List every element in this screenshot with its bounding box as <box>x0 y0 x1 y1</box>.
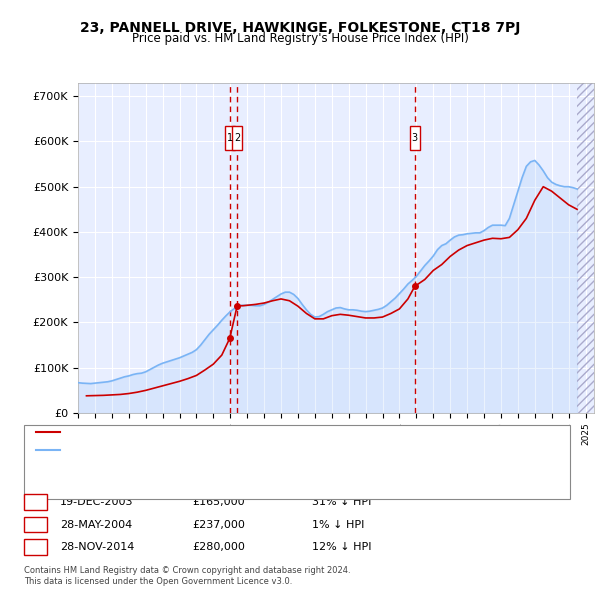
Text: Price paid vs. HM Land Registry's House Price Index (HPI): Price paid vs. HM Land Registry's House … <box>131 32 469 45</box>
Text: 2: 2 <box>234 133 241 143</box>
FancyBboxPatch shape <box>232 126 242 150</box>
Text: 3: 3 <box>32 542 39 552</box>
Text: 1: 1 <box>32 497 39 507</box>
Text: 23, PANNELL DRIVE, HAWKINGE, FOLKESTONE, CT18 7PJ (detached house): 23, PANNELL DRIVE, HAWKINGE, FOLKESTONE,… <box>63 428 427 437</box>
Text: HPI: Average price, detached house, Folkestone and Hythe: HPI: Average price, detached house, Folk… <box>63 445 350 455</box>
Text: 28-MAY-2004: 28-MAY-2004 <box>60 520 132 529</box>
Bar <box>577 83 594 413</box>
Text: £165,000: £165,000 <box>192 497 245 507</box>
Text: This data is licensed under the Open Government Licence v3.0.: This data is licensed under the Open Gov… <box>24 577 292 586</box>
Text: £237,000: £237,000 <box>192 520 245 529</box>
Text: Contains HM Land Registry data © Crown copyright and database right 2024.: Contains HM Land Registry data © Crown c… <box>24 566 350 575</box>
FancyBboxPatch shape <box>224 126 235 150</box>
Text: 1: 1 <box>227 133 233 143</box>
Text: 12% ↓ HPI: 12% ↓ HPI <box>312 542 371 552</box>
Text: 31% ↓ HPI: 31% ↓ HPI <box>312 497 371 507</box>
Text: 23, PANNELL DRIVE, HAWKINGE, FOLKESTONE, CT18 7PJ: 23, PANNELL DRIVE, HAWKINGE, FOLKESTONE,… <box>80 21 520 35</box>
Text: 19-DEC-2003: 19-DEC-2003 <box>60 497 133 507</box>
Text: £280,000: £280,000 <box>192 542 245 552</box>
Text: 28-NOV-2014: 28-NOV-2014 <box>60 542 134 552</box>
Text: 3: 3 <box>412 133 418 143</box>
Text: 2: 2 <box>32 520 39 529</box>
FancyBboxPatch shape <box>410 126 420 150</box>
Text: 1% ↓ HPI: 1% ↓ HPI <box>312 520 364 529</box>
